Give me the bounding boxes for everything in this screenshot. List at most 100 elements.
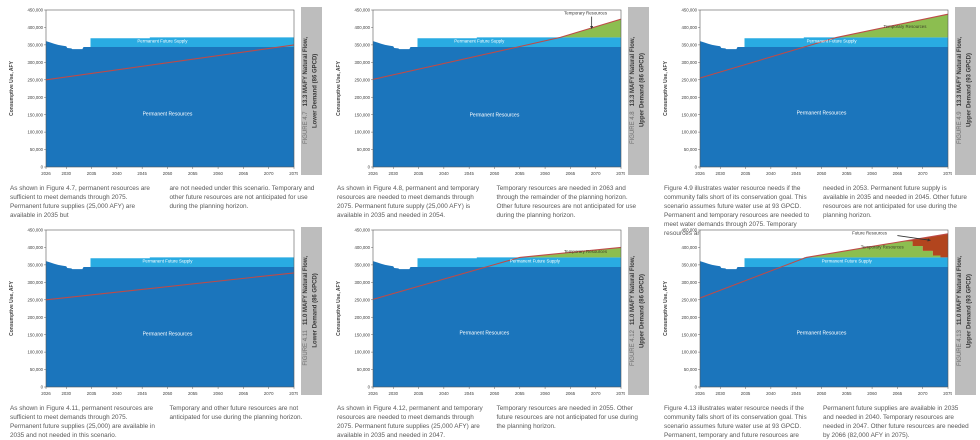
- svg-text:200,000: 200,000: [354, 315, 370, 320]
- figure-sidebar-4-8: FIGURE 4.8 13.3 MAFY Natural Flow, Upper D…: [628, 7, 649, 175]
- svg-text:2075: 2075: [943, 171, 952, 176]
- svg-text:150,000: 150,000: [27, 332, 43, 337]
- figure-panel-4-7: 0 50,000 100,000 150,000 200,000 250,000 300,0…: [0, 0, 327, 220]
- figure-number: FIGURE 4.8: [630, 111, 637, 145]
- svg-text:450,000: 450,000: [354, 8, 370, 13]
- svg-text:2026: 2026: [695, 171, 705, 176]
- svg-text:2040: 2040: [439, 171, 449, 176]
- figure-sidebar-text: FIGURE 4.9 13.3 MAFY Natural Flow, Upper D…: [956, 37, 975, 144]
- svg-text:350,000: 350,000: [681, 42, 697, 47]
- svg-text:2040: 2040: [112, 171, 122, 176]
- figure-panel-4-8: 0 50,000 100,000 150,000 200,000 250,000 300,0…: [327, 0, 654, 220]
- figure-number: FIGURE 4.9: [957, 111, 964, 145]
- svg-text:2065: 2065: [239, 391, 249, 396]
- caption-col1: As shown in Figure 4.7, permanent resour…: [10, 185, 150, 219]
- svg-text:350,000: 350,000: [354, 262, 370, 267]
- svg-text:50,000: 50,000: [357, 147, 371, 152]
- figure-title-line1: 11.0 MAFY Natural Flow,: [303, 256, 310, 326]
- svg-text:200,000: 200,000: [681, 315, 697, 320]
- svg-text:200,000: 200,000: [27, 95, 43, 100]
- svg-text:Permanent Resources: Permanent Resources: [470, 112, 520, 118]
- svg-text:Consumptive Use, AFY: Consumptive Use, AFY: [663, 280, 669, 335]
- svg-text:2070: 2070: [264, 391, 274, 396]
- figure-sidebar-4-9: FIGURE 4.9 13.3 MAFY Natural Flow, Upper D…: [955, 7, 976, 175]
- svg-text:2075: 2075: [289, 391, 298, 396]
- figure-title-line2: Lower Demand (86 GPCD): [312, 273, 319, 349]
- figure-sidebar-text: FIGURE 4.7 13.3 MAFY Natural Flow, Lower D…: [302, 37, 321, 144]
- figure-sidebar-text: FIGURE 4.11 11.0 MAFY Natural Flow, Lower …: [302, 256, 321, 366]
- svg-text:2070: 2070: [264, 171, 274, 176]
- svg-text:2050: 2050: [490, 171, 500, 176]
- svg-text:2065: 2065: [893, 171, 903, 176]
- svg-text:450,000: 450,000: [354, 228, 370, 233]
- svg-text:2065: 2065: [239, 171, 249, 176]
- svg-text:2070: 2070: [918, 171, 928, 176]
- svg-text:250,000: 250,000: [681, 297, 697, 302]
- svg-text:2055: 2055: [515, 171, 525, 176]
- svg-text:2055: 2055: [188, 171, 198, 176]
- svg-text:350,000: 350,000: [354, 42, 370, 47]
- svg-text:2045: 2045: [137, 391, 147, 396]
- svg-text:2060: 2060: [213, 391, 223, 396]
- chart-figure-4-13: 0 50,000 100,000 150,000 200,000 250,000 300,0…: [663, 228, 952, 396]
- figure-title-line1: 11.0 MAFY Natural Flow,: [630, 255, 637, 325]
- svg-text:Permanent Resources: Permanent Resources: [459, 331, 509, 337]
- svg-text:2065: 2065: [893, 391, 903, 396]
- svg-text:2075: 2075: [289, 171, 298, 176]
- svg-text:300,000: 300,000: [681, 60, 697, 65]
- figure-panel-4-12: 0 50,000 100,000 150,000 200,000 250,000 300,0…: [327, 220, 654, 440]
- svg-text:2075: 2075: [616, 171, 625, 176]
- svg-text:Future Resources: Future Resources: [852, 230, 888, 235]
- figure-sidebar-4-12: FIGURE 4.12 11.0 MAFY Natural Flow, Upper …: [628, 227, 649, 395]
- svg-text:50,000: 50,000: [357, 367, 371, 372]
- figure-sidebar-text: FIGURE 4.8 13.3 MAFY Natural Flow, Upper D…: [629, 37, 648, 144]
- svg-text:Permanent Future Supply: Permanent Future Supply: [807, 39, 858, 44]
- chart-figure-4-7: 0 50,000 100,000 150,000 200,000 250,000 300,0…: [9, 8, 298, 176]
- svg-text:150,000: 150,000: [681, 112, 697, 117]
- svg-text:450,000: 450,000: [681, 228, 697, 233]
- svg-text:Permanent Resources: Permanent Resources: [797, 111, 847, 117]
- svg-text:2045: 2045: [137, 171, 147, 176]
- svg-text:250,000: 250,000: [354, 77, 370, 82]
- svg-text:350,000: 350,000: [681, 262, 697, 267]
- svg-text:200,000: 200,000: [27, 315, 43, 320]
- svg-text:300,000: 300,000: [27, 60, 43, 65]
- svg-text:2035: 2035: [87, 391, 97, 396]
- svg-text:2026: 2026: [41, 171, 51, 176]
- svg-text:Consumptive Use, AFY: Consumptive Use, AFY: [336, 280, 342, 335]
- figure-panel-4-13: 0 50,000 100,000 150,000 200,000 250,000 300,0…: [654, 220, 980, 440]
- svg-text:200,000: 200,000: [354, 95, 370, 100]
- svg-text:2035: 2035: [741, 171, 751, 176]
- svg-text:250,000: 250,000: [681, 77, 697, 82]
- svg-text:100,000: 100,000: [27, 350, 43, 355]
- svg-text:2026: 2026: [41, 391, 51, 396]
- svg-text:450,000: 450,000: [27, 8, 43, 13]
- svg-text:Permanent Future Supply: Permanent Future Supply: [510, 259, 561, 264]
- svg-text:2060: 2060: [540, 171, 550, 176]
- svg-text:100,000: 100,000: [354, 130, 370, 135]
- svg-text:2075: 2075: [943, 391, 952, 396]
- figure-number: FIGURE 4.7: [303, 111, 310, 145]
- svg-text:2070: 2070: [918, 391, 928, 396]
- svg-text:2060: 2060: [213, 171, 223, 176]
- svg-text:400,000: 400,000: [681, 25, 697, 30]
- svg-text:450,000: 450,000: [681, 8, 697, 13]
- svg-text:Consumptive Use, AFY: Consumptive Use, AFY: [9, 280, 15, 335]
- svg-text:350,000: 350,000: [27, 262, 43, 267]
- figure-number: FIGURE 4.11: [303, 330, 310, 366]
- svg-text:2035: 2035: [414, 391, 424, 396]
- svg-text:Consumptive Use, AFY: Consumptive Use, AFY: [663, 60, 669, 115]
- svg-text:2070: 2070: [591, 171, 601, 176]
- caption-col2: Permanent future supplies are available …: [823, 405, 969, 439]
- svg-text:0: 0: [695, 165, 698, 170]
- caption-col1: Figure 4.9 illustrates water resource ne…: [664, 185, 810, 237]
- figure-sidebar-4-7: FIGURE 4.7 13.3 MAFY Natural Flow, Lower D…: [301, 7, 322, 175]
- figure-title-line2: Lower Demand (86 GPCD): [312, 53, 319, 129]
- figure-sidebar-text: FIGURE 4.12 11.0 MAFY Natural Flow, Upper …: [629, 256, 648, 366]
- svg-text:350,000: 350,000: [27, 42, 43, 47]
- svg-text:150,000: 150,000: [27, 112, 43, 117]
- figure-title-line1: 13.3 MAFY Natural Flow,: [303, 37, 310, 107]
- svg-text:2060: 2060: [867, 171, 877, 176]
- svg-text:2026: 2026: [368, 171, 378, 176]
